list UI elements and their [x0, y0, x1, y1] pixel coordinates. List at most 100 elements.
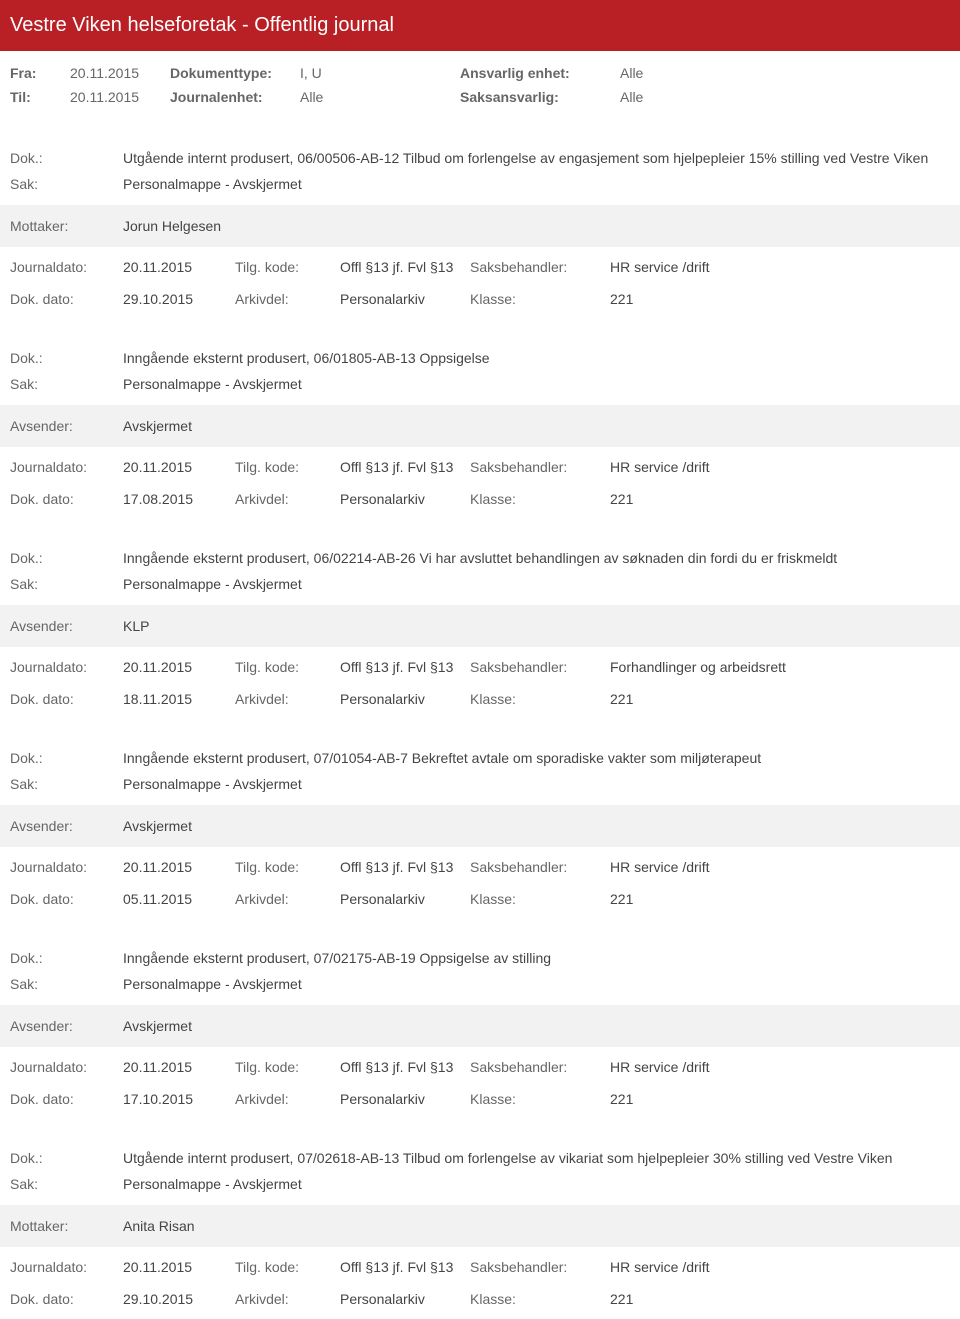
sak-label: Sak: [10, 376, 123, 392]
til-label: Til: [10, 89, 70, 105]
dok-value[interactable]: Utgående internt produsert, 06/00506-AB-… [123, 150, 950, 166]
dokdato-label: Dok. dato: [10, 891, 123, 907]
sak-label: Sak: [10, 1176, 123, 1192]
klasse-label: Klasse: [470, 691, 610, 707]
journal-entry: Dok.: Inngående eksternt produsert, 07/0… [0, 937, 960, 1119]
sak-value[interactable]: Personalmappe - Avskjermet [123, 576, 950, 592]
klasse-value: 221 [610, 1091, 910, 1107]
arkivdel-label: Arkivdel: [235, 291, 340, 307]
dokumenttype-value: I, U [300, 65, 460, 81]
sak-label: Sak: [10, 576, 123, 592]
klasse-value: 221 [610, 691, 910, 707]
dokdato-value: 29.10.2015 [123, 1291, 235, 1307]
arkivdel-label: Arkivdel: [235, 1091, 340, 1107]
dokdato-label: Dok. dato: [10, 691, 123, 707]
saksbehandler-value: Forhandlinger og arbeidsrett [610, 659, 910, 675]
ansvarlig-label: Ansvarlig enhet: [460, 65, 620, 81]
klasse-label: Klasse: [470, 291, 610, 307]
dok-value[interactable]: Inngående eksternt produsert, 06/02214-A… [123, 550, 950, 566]
saksbehandler-label: Saksbehandler: [470, 1259, 610, 1275]
klasse-label: Klasse: [470, 491, 610, 507]
party-value: Avskjermet [123, 1018, 950, 1034]
journal-entry: Dok.: Inngående eksternt produsert, 06/0… [0, 337, 960, 519]
party-value: Jorun Helgesen [123, 218, 950, 234]
klasse-label: Klasse: [470, 891, 610, 907]
journaldato-label: Journaldato: [10, 659, 123, 675]
arkivdel-value: Personalarkiv [340, 691, 470, 707]
sak-label: Sak: [10, 776, 123, 792]
tilgkode-value: Offl §13 jf. Fvl §13 [340, 659, 470, 675]
arkivdel-value: Personalarkiv [340, 891, 470, 907]
party-value: Avskjermet [123, 818, 950, 834]
journal-entry: Dok.: Inngående eksternt produsert, 06/0… [0, 537, 960, 719]
klasse-label: Klasse: [470, 1291, 610, 1307]
saksbehandler-label: Saksbehandler: [470, 259, 610, 275]
sak-label: Sak: [10, 976, 123, 992]
klasse-value: 221 [610, 891, 910, 907]
tilgkode-label: Tilg. kode: [235, 459, 340, 475]
tilgkode-label: Tilg. kode: [235, 1259, 340, 1275]
party-label: Avsender: [10, 818, 123, 834]
party-label: Mottaker: [10, 1218, 123, 1234]
page-title: Vestre Viken helseforetak - Offentlig jo… [0, 0, 960, 51]
ansvarlig-value: Alle [620, 65, 770, 81]
saksansvarlig-label: Saksansvarlig: [460, 89, 620, 105]
dokdato-label: Dok. dato: [10, 491, 123, 507]
saksbehandler-value: HR service /drift [610, 859, 910, 875]
dok-value[interactable]: Inngående eksternt produsert, 06/01805-A… [123, 350, 950, 366]
fra-value: 20.11.2015 [70, 65, 170, 81]
saksbehandler-value: HR service /drift [610, 259, 910, 275]
tilgkode-value: Offl §13 jf. Fvl §13 [340, 459, 470, 475]
arkivdel-label: Arkivdel: [235, 891, 340, 907]
dok-label: Dok.: [10, 550, 123, 566]
journal-entry: Dok.: Utgående internt produsert, 07/026… [0, 1137, 960, 1319]
dokdato-label: Dok. dato: [10, 1091, 123, 1107]
party-label: Avsender: [10, 1018, 123, 1034]
arkivdel-label: Arkivdel: [235, 691, 340, 707]
saksansvarlig-value: Alle [620, 89, 770, 105]
dokdato-label: Dok. dato: [10, 291, 123, 307]
meta-section: Fra: 20.11.2015 Dokumenttype: I, U Ansva… [0, 51, 960, 119]
arkivdel-value: Personalarkiv [340, 1091, 470, 1107]
journalenhet-value: Alle [300, 89, 460, 105]
journaldato-value: 20.11.2015 [123, 659, 235, 675]
journal-entry: Dok.: Utgående internt produsert, 06/005… [0, 137, 960, 319]
party-value: Anita Risan [123, 1218, 950, 1234]
party-label: Mottaker: [10, 218, 123, 234]
saksbehandler-value: HR service /drift [610, 1059, 910, 1075]
klasse-value: 221 [610, 291, 910, 307]
saksbehandler-label: Saksbehandler: [470, 859, 610, 875]
arkivdel-value: Personalarkiv [340, 291, 470, 307]
saksbehandler-label: Saksbehandler: [470, 1059, 610, 1075]
journaldato-label: Journaldato: [10, 1059, 123, 1075]
dok-value[interactable]: Utgående internt produsert, 07/02618-AB-… [123, 1150, 950, 1166]
dokdato-label: Dok. dato: [10, 1291, 123, 1307]
tilgkode-label: Tilg. kode: [235, 1059, 340, 1075]
sak-label: Sak: [10, 176, 123, 192]
klasse-value: 221 [610, 1291, 910, 1307]
sak-value[interactable]: Personalmappe - Avskjermet [123, 1176, 950, 1192]
klasse-label: Klasse: [470, 1091, 610, 1107]
party-value: Avskjermet [123, 418, 950, 434]
journal-entry: Dok.: Inngående eksternt produsert, 07/0… [0, 737, 960, 919]
arkivdel-value: Personalarkiv [340, 491, 470, 507]
tilgkode-value: Offl §13 jf. Fvl §13 [340, 859, 470, 875]
dok-value[interactable]: Inngående eksternt produsert, 07/01054-A… [123, 750, 950, 766]
saksbehandler-label: Saksbehandler: [470, 459, 610, 475]
sak-value[interactable]: Personalmappe - Avskjermet [123, 376, 950, 392]
party-value: KLP [123, 618, 950, 634]
journaldato-label: Journaldato: [10, 1259, 123, 1275]
fra-label: Fra: [10, 65, 70, 81]
dok-value[interactable]: Inngående eksternt produsert, 07/02175-A… [123, 950, 950, 966]
dokdato-value: 18.11.2015 [123, 691, 235, 707]
tilgkode-label: Tilg. kode: [235, 859, 340, 875]
dokumenttype-label: Dokumenttype: [170, 65, 300, 81]
sak-value[interactable]: Personalmappe - Avskjermet [123, 776, 950, 792]
saksbehandler-value: HR service /drift [610, 1259, 910, 1275]
journaldato-value: 20.11.2015 [123, 859, 235, 875]
sak-value[interactable]: Personalmappe - Avskjermet [123, 176, 950, 192]
arkivdel-value: Personalarkiv [340, 1291, 470, 1307]
sak-value[interactable]: Personalmappe - Avskjermet [123, 976, 950, 992]
dokdato-value: 29.10.2015 [123, 291, 235, 307]
saksbehandler-label: Saksbehandler: [470, 659, 610, 675]
